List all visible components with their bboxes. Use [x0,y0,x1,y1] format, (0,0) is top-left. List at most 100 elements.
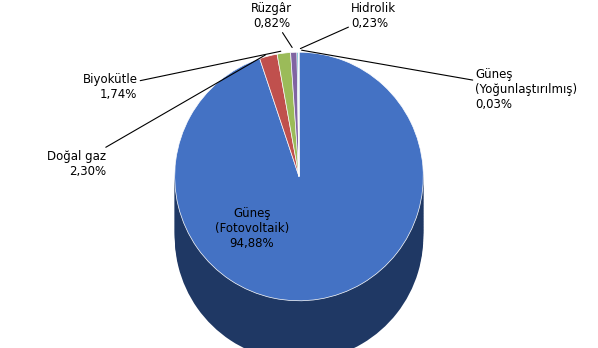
Wedge shape [175,66,423,315]
Wedge shape [297,112,299,237]
Wedge shape [277,69,299,193]
Wedge shape [260,62,299,185]
Wedge shape [277,72,299,196]
Wedge shape [175,77,423,325]
Wedge shape [260,114,299,237]
Wedge shape [297,88,299,212]
Wedge shape [260,90,299,212]
Wedge shape [175,63,423,312]
Wedge shape [175,110,423,348]
Wedge shape [260,95,299,218]
Wedge shape [297,55,299,179]
Wedge shape [297,61,299,185]
Wedge shape [260,68,299,190]
Wedge shape [291,96,299,220]
Wedge shape [175,71,423,320]
Wedge shape [291,77,299,201]
Wedge shape [291,80,299,204]
Wedge shape [277,96,299,220]
Wedge shape [291,107,299,231]
Wedge shape [260,106,299,228]
Wedge shape [277,94,299,218]
Wedge shape [297,80,299,204]
Wedge shape [277,61,299,185]
Wedge shape [297,93,299,218]
Wedge shape [175,85,423,334]
Wedge shape [297,101,299,226]
Wedge shape [291,61,299,185]
Wedge shape [260,109,299,231]
Wedge shape [291,85,299,209]
Text: Hidrolik
0,23%: Hidrolik 0,23% [300,2,396,49]
Text: Biyokütle
1,74%: Biyokütle 1,74% [83,51,281,101]
Wedge shape [297,71,299,196]
Text: Güneş
(Yoğunlaştırılmış)
0,03%: Güneş (Yoğunlaştırılmış) 0,03% [301,50,578,111]
Wedge shape [297,104,299,228]
Wedge shape [291,74,299,198]
Wedge shape [175,112,423,348]
Wedge shape [297,99,299,223]
Wedge shape [297,69,299,193]
Wedge shape [175,55,423,303]
Wedge shape [260,98,299,220]
Wedge shape [175,90,423,339]
Wedge shape [277,74,299,198]
Wedge shape [277,66,299,190]
Wedge shape [260,101,299,223]
Wedge shape [297,52,299,176]
Wedge shape [291,82,299,207]
Wedge shape [175,101,423,348]
Wedge shape [260,73,299,196]
Wedge shape [175,80,423,328]
Wedge shape [297,96,299,220]
Wedge shape [175,61,423,309]
Wedge shape [260,60,299,182]
Wedge shape [277,91,299,215]
Wedge shape [175,69,423,317]
Wedge shape [277,85,299,209]
Wedge shape [277,113,299,237]
Wedge shape [291,71,299,196]
Wedge shape [277,107,299,231]
Wedge shape [175,88,423,336]
Wedge shape [291,99,299,223]
Text: Güneş
(Fotovoltaik)
94,88%: Güneş (Fotovoltaik) 94,88% [215,207,289,250]
Wedge shape [297,66,299,190]
Wedge shape [291,58,299,182]
Wedge shape [277,82,299,207]
Wedge shape [277,88,299,212]
Wedge shape [291,66,299,190]
Wedge shape [277,80,299,204]
Wedge shape [260,71,299,193]
Wedge shape [297,58,299,182]
Wedge shape [291,104,299,228]
Wedge shape [297,63,299,188]
Wedge shape [260,57,299,179]
Wedge shape [277,55,299,179]
Wedge shape [277,99,299,223]
Wedge shape [291,55,299,179]
Wedge shape [297,82,299,207]
Wedge shape [297,110,299,234]
Wedge shape [277,53,299,176]
Wedge shape [277,77,299,201]
Wedge shape [260,93,299,215]
Wedge shape [260,87,299,209]
Text: Doğal gaz
2,30%: Doğal gaz 2,30% [47,55,266,178]
Wedge shape [260,103,299,226]
Wedge shape [260,79,299,201]
Wedge shape [297,85,299,209]
Wedge shape [277,104,299,228]
Wedge shape [175,74,423,323]
Wedge shape [297,90,299,215]
Wedge shape [260,81,299,204]
Wedge shape [291,52,299,176]
Wedge shape [277,110,299,234]
Wedge shape [291,69,299,193]
Wedge shape [277,58,299,182]
Wedge shape [260,76,299,198]
Wedge shape [291,110,299,234]
Wedge shape [260,54,299,176]
Wedge shape [260,65,299,188]
Wedge shape [297,107,299,231]
